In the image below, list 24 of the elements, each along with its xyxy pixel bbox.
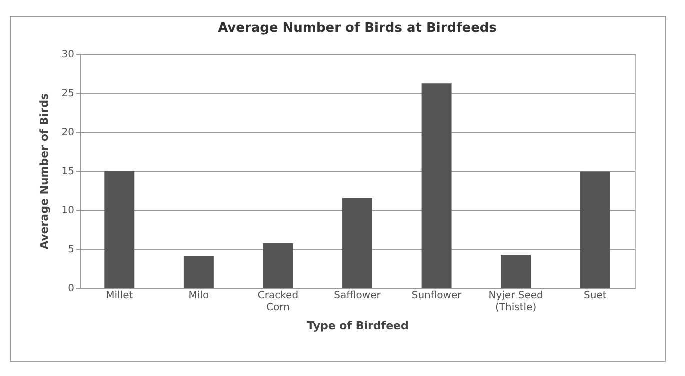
y-tick-label: 25 [62,88,74,100]
y-tick-label: 15 [62,166,74,178]
x-tick-label: Suet [584,290,607,302]
bar [580,172,610,288]
x-tick-label: Cracked Corn [258,290,299,314]
y-tick-label: 5 [68,244,74,256]
x-tick-label: Milo [188,290,210,302]
y-tick-label: 0 [68,284,74,294]
y-tick-label: 10 [62,206,74,216]
bar [104,171,135,288]
x-axis-title: Type of Birdfeed [307,320,409,332]
bar [422,84,452,288]
y-tick-label: 30 [62,50,74,60]
bar [501,255,532,288]
bar [263,244,294,288]
chart-title: Average Number of Birds at Birdfeeds [218,21,498,36]
x-tick-label: Sunflower [412,290,463,302]
x-tick-label: Nyjer Seed (Thistle) [488,290,544,314]
bar [342,198,372,288]
y-axis-title: Average Number of Birds [38,93,51,250]
bar [184,256,214,288]
x-tick-label: Millet [106,290,134,302]
y-tick-label: 20 [62,128,74,138]
x-tick-label: Safflower [334,290,382,302]
